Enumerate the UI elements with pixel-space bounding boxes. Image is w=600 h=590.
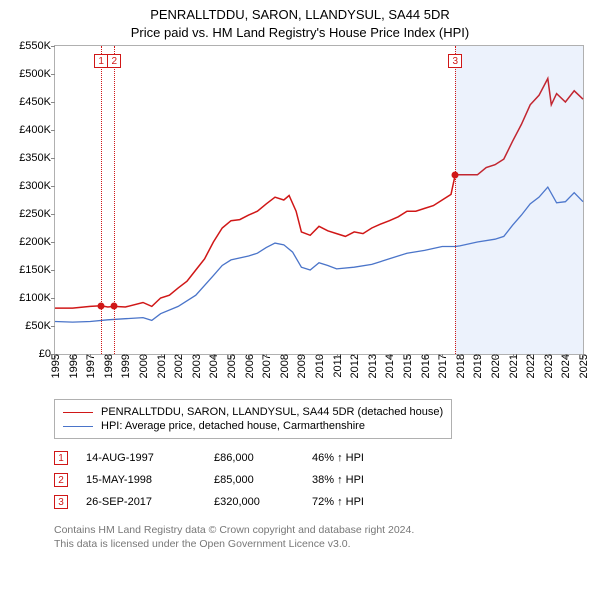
- x-tick-label: 1995: [46, 354, 62, 378]
- x-tick-label: 2024: [556, 354, 572, 378]
- legend-swatch: [63, 426, 93, 427]
- x-tick-label: 2011: [328, 354, 344, 378]
- x-tick-label: 2021: [504, 354, 520, 378]
- y-tick-label: £400K: [19, 124, 51, 136]
- x-tick-label: 2017: [433, 354, 449, 378]
- event-row: 1 14-AUG-1997 £86,000 46% ↑ HPI: [54, 447, 594, 469]
- x-tick-label: 2008: [275, 354, 291, 378]
- x-tick-label: 2018: [451, 354, 467, 378]
- x-tick-label: 2010: [310, 354, 326, 378]
- event-price: £86,000: [214, 452, 294, 464]
- legend-swatch: [63, 412, 93, 413]
- x-tick-label: 1996: [64, 354, 80, 378]
- y-tick-label: £350K: [19, 152, 51, 164]
- legend-label: PENRALLTDDU, SARON, LLANDYSUL, SA44 5DR …: [101, 406, 443, 418]
- event-dot: [111, 303, 118, 310]
- price-chart: £0£50K£100K£150K£200K£250K£300K£350K£400…: [54, 45, 584, 355]
- event-date: 14-AUG-1997: [86, 452, 196, 464]
- x-tick-label: 2015: [398, 354, 414, 378]
- title-line1: PENRALLTDDU, SARON, LLANDYSUL, SA44 5DR: [6, 6, 594, 24]
- event-date: 26-SEP-2017: [86, 496, 196, 508]
- legend-box: PENRALLTDDU, SARON, LLANDYSUL, SA44 5DR …: [54, 399, 452, 439]
- y-tick-label: £550K: [19, 40, 51, 52]
- x-tick-label: 2020: [486, 354, 502, 378]
- event-marker: 2: [107, 54, 121, 68]
- footer-attribution: Contains HM Land Registry data © Crown c…: [54, 523, 594, 551]
- x-tick-label: 1997: [81, 354, 97, 378]
- event-marker: 1: [54, 451, 68, 465]
- event-marker: 1: [94, 54, 108, 68]
- footer-line1: Contains HM Land Registry data © Crown c…: [54, 523, 594, 537]
- x-tick-label: 2001: [152, 354, 168, 378]
- event-dot: [452, 171, 459, 178]
- y-tick-label: £200K: [19, 236, 51, 248]
- x-tick-label: 2003: [187, 354, 203, 378]
- event-price: £320,000: [214, 496, 294, 508]
- x-tick-label: 2019: [468, 354, 484, 378]
- x-tick-label: 2023: [539, 354, 555, 378]
- legend-row: HPI: Average price, detached house, Carm…: [63, 419, 443, 433]
- event-list: 1 14-AUG-1997 £86,000 46% ↑ HPI 2 15-MAY-1998…: [54, 447, 594, 513]
- y-tick-label: £250K: [19, 208, 51, 220]
- y-tick-label: £300K: [19, 180, 51, 192]
- x-tick-label: 2013: [363, 354, 379, 378]
- chart-title: PENRALLTDDU, SARON, LLANDYSUL, SA44 5DR …: [6, 6, 594, 41]
- x-tick-label: 2012: [345, 354, 361, 378]
- y-tick-label: £450K: [19, 96, 51, 108]
- y-tick-label: £150K: [19, 264, 51, 276]
- x-tick-label: 2005: [222, 354, 238, 378]
- x-tick-label: 1999: [116, 354, 132, 378]
- event-date: 15-MAY-1998: [86, 474, 196, 486]
- event-price: £85,000: [214, 474, 294, 486]
- y-tick-label: £50K: [25, 320, 51, 332]
- x-tick-label: 2002: [169, 354, 185, 378]
- legend-row: PENRALLTDDU, SARON, LLANDYSUL, SA44 5DR …: [63, 405, 443, 419]
- y-tick-label: £100K: [19, 292, 51, 304]
- y-tick-label: £500K: [19, 68, 51, 80]
- event-delta: 72% ↑ HPI: [312, 496, 412, 508]
- forecast-shade: [455, 46, 583, 354]
- event-delta: 38% ↑ HPI: [312, 474, 412, 486]
- event-row: 3 26-SEP-2017 £320,000 72% ↑ HPI: [54, 491, 594, 513]
- event-dot: [98, 302, 105, 309]
- event-vline: [455, 46, 456, 354]
- x-tick-label: 2009: [292, 354, 308, 378]
- x-tick-label: 1998: [99, 354, 115, 378]
- event-marker: 3: [448, 54, 462, 68]
- event-marker: 3: [54, 495, 68, 509]
- x-tick-label: 2014: [380, 354, 396, 378]
- x-tick-label: 2000: [134, 354, 150, 378]
- event-marker: 2: [54, 473, 68, 487]
- footer-line2: This data is licensed under the Open Gov…: [54, 537, 594, 551]
- event-row: 2 15-MAY-1998 £85,000 38% ↑ HPI: [54, 469, 594, 491]
- x-tick-label: 2006: [240, 354, 256, 378]
- x-tick-label: 2016: [416, 354, 432, 378]
- title-line2: Price paid vs. HM Land Registry's House …: [6, 24, 594, 42]
- x-tick-label: 2025: [574, 354, 590, 378]
- x-tick-label: 2004: [204, 354, 220, 378]
- x-tick-label: 2007: [257, 354, 273, 378]
- legend-label: HPI: Average price, detached house, Carm…: [101, 420, 365, 432]
- event-delta: 46% ↑ HPI: [312, 452, 412, 464]
- x-tick-label: 2022: [521, 354, 537, 378]
